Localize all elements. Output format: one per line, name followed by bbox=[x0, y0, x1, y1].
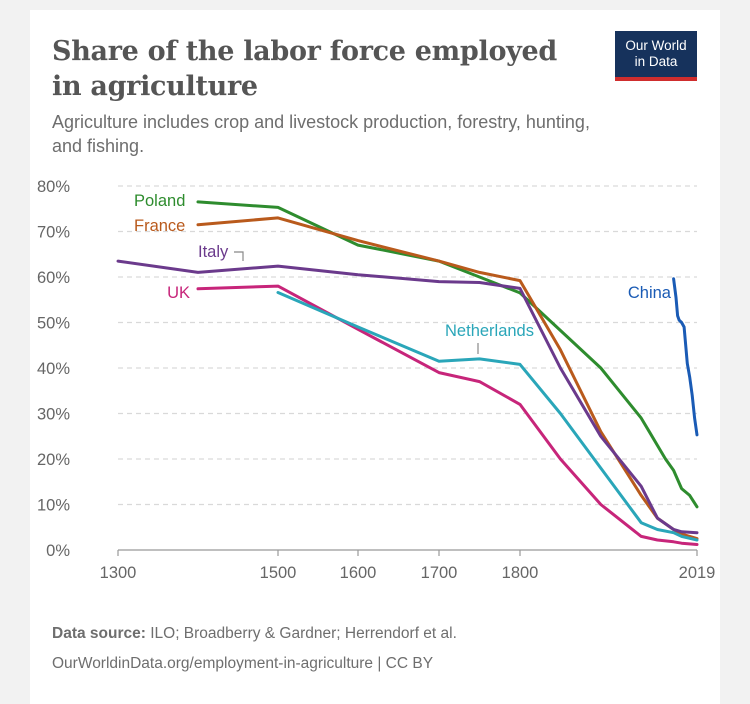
series-label-italy: Italy bbox=[198, 243, 229, 261]
series-label-poland: Poland bbox=[134, 192, 185, 210]
y-tick-label: 40% bbox=[37, 360, 70, 378]
series-label-netherlands: Netherlands bbox=[445, 322, 534, 340]
line-chart: 0% 10% 20% 30% 40% 50% 60% 70% 80% 1300 1500 1600 17… bbox=[37, 178, 716, 582]
subtitle-line-2: and fishing. bbox=[52, 136, 145, 156]
x-tick-label: 2019 bbox=[679, 564, 716, 582]
x-tick-label: 1500 bbox=[260, 564, 297, 582]
source-text: ILO; Broadberry & Gardner; Herrendorf et… bbox=[145, 625, 457, 642]
owid-logo[interactable]: Our World in Data bbox=[615, 31, 697, 81]
x-tick-label: 1600 bbox=[340, 564, 377, 582]
chart-subtitle: Agriculture includes crop and livestock … bbox=[52, 110, 702, 158]
series-line-uk bbox=[196, 284, 699, 546]
series-label-france: France bbox=[134, 217, 185, 235]
footer-link[interactable]: OurWorldinData.org/employment-in-agricul… bbox=[52, 655, 702, 673]
chart-title-line-1: Share of the labor force employed bbox=[52, 36, 557, 67]
license-link[interactable]: OurWorldinData.org/employment-in-agricul… bbox=[52, 655, 434, 672]
logo-line-2: in Data bbox=[634, 54, 678, 69]
y-tick-label: 10% bbox=[37, 497, 70, 515]
y-tick-label: 30% bbox=[37, 406, 70, 424]
y-tick-label: 0% bbox=[46, 542, 70, 560]
y-tick-label: 80% bbox=[37, 178, 70, 196]
series-line-netherlands bbox=[276, 291, 699, 542]
series-line-china bbox=[672, 277, 699, 437]
subtitle-line-1: Agriculture includes crop and livestock … bbox=[52, 112, 590, 132]
x-tick-label: 1800 bbox=[502, 564, 539, 582]
y-tick-label: 20% bbox=[37, 451, 70, 469]
source-label: Data source: bbox=[52, 625, 146, 642]
italy-label-leader bbox=[234, 251, 244, 261]
y-tick-label: 50% bbox=[37, 315, 70, 333]
series-label-china: China bbox=[628, 284, 672, 302]
y-tick-label: 60% bbox=[37, 269, 70, 287]
chart-title: Share of the labor force employed in agr… bbox=[52, 34, 592, 104]
x-tick-label: 1700 bbox=[421, 564, 458, 582]
chart-card: Share of the labor force employed in agr… bbox=[30, 10, 720, 704]
series-label-uk: UK bbox=[167, 284, 190, 302]
series-line-italy bbox=[116, 259, 699, 535]
y-tick-label: 70% bbox=[37, 224, 70, 242]
x-tick-label: 1300 bbox=[100, 564, 137, 582]
logo-line-1: Our World bbox=[625, 38, 687, 53]
chart-title-line-2: in agriculture bbox=[52, 71, 258, 102]
footer-source: Data source: ILO; Broadberry & Gardner; … bbox=[52, 625, 702, 643]
series-line-poland bbox=[196, 200, 699, 509]
